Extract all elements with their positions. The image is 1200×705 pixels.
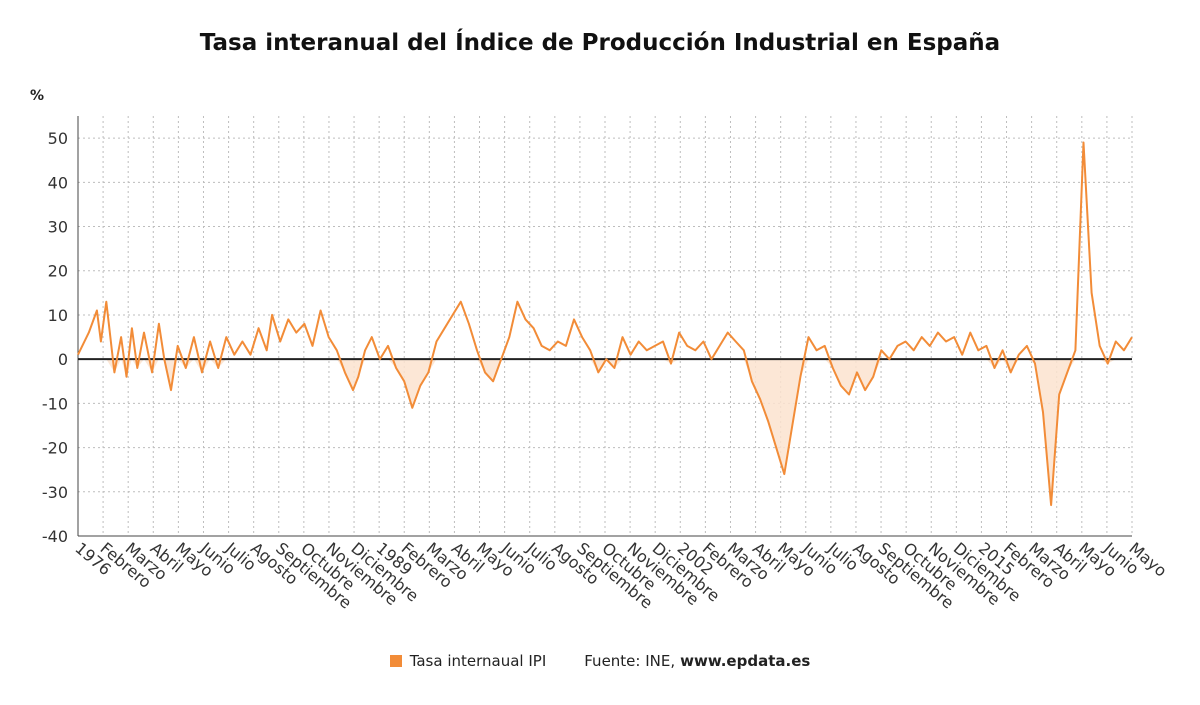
source-prefix: Fuente: INE, (584, 652, 676, 670)
y-tick-label: 0 (58, 350, 68, 369)
y-tick-label: -10 (42, 394, 68, 413)
y-tick-label: 50 (48, 129, 68, 148)
y-tick-label: 30 (48, 218, 68, 237)
legend: Tasa internaual IPI Fuente: INE, www.epd… (0, 652, 1200, 670)
y-axis-unit-label: % (30, 88, 44, 104)
y-tick-label: 40 (48, 173, 68, 192)
y-tick-label: -30 (42, 483, 68, 502)
y-tick-label: 10 (48, 306, 68, 325)
source-site: www.epdata.es (680, 652, 811, 670)
legend-label: Tasa internaual IPI (409, 652, 547, 670)
y-tick-label: 20 (48, 262, 68, 281)
y-tick-label: -40 (42, 527, 68, 546)
chart-title: Tasa interanual del Índice de Producción… (199, 30, 1001, 56)
y-tick-label: -20 (42, 439, 68, 458)
series-line-tasa-interanual-ipi (77, 141, 1133, 507)
legend-swatch (389, 655, 402, 667)
